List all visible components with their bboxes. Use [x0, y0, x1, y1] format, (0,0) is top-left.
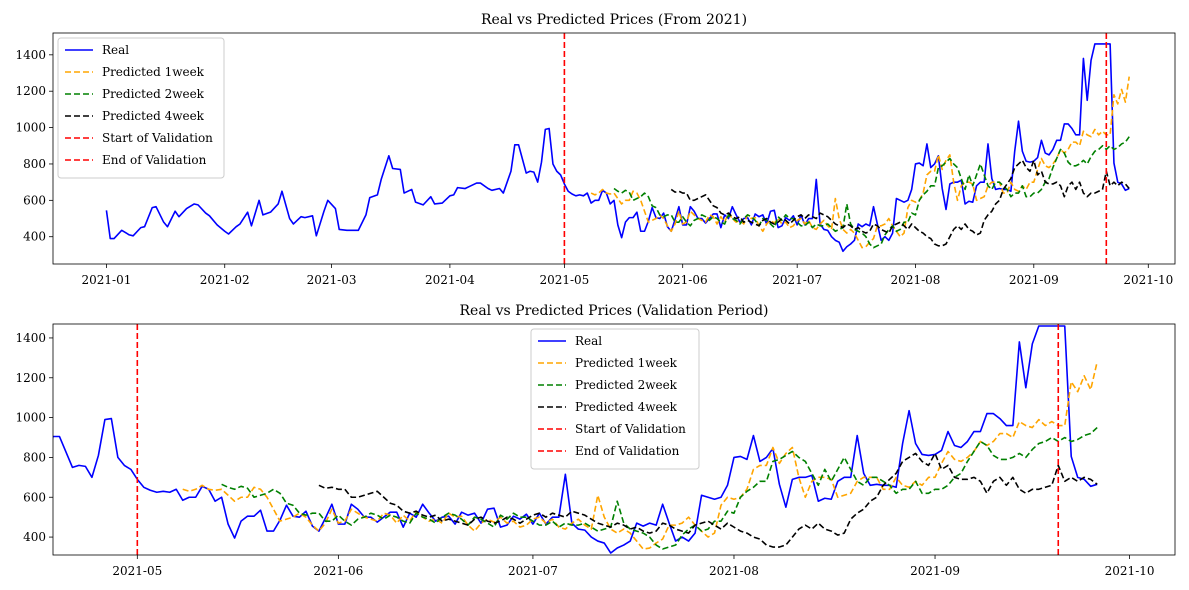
y-tick-label: 1200 [15, 371, 46, 385]
series-line-predicted-1week [590, 76, 1130, 249]
legend-label: Predicted 1week [575, 356, 678, 370]
y-tick-label: 1000 [15, 411, 46, 425]
x-tick-label: 2021-07 [772, 273, 822, 287]
series-line-predicted-2week [221, 426, 1098, 550]
x-tick-label: 2021-07 [508, 564, 558, 578]
series-line-predicted-2week [613, 136, 1130, 249]
series-line-real [53, 325, 1098, 554]
y-tick-label: 400 [23, 230, 46, 244]
x-tick-label: 2021-03 [307, 273, 357, 287]
chart-title: Real vs Predicted Prices (From 2021) [481, 12, 747, 28]
y-tick-label: 800 [23, 450, 46, 464]
chart-title: Real vs Predicted Prices (Validation Per… [460, 303, 769, 319]
axes-frame [52, 32, 1176, 265]
y-tick-label: 600 [23, 193, 46, 207]
series-line-real [105, 43, 1130, 253]
legend-label: Predicted 2week [575, 378, 678, 392]
legend-label: Start of Validation [102, 131, 213, 145]
x-tick-label: 2021-09 [1009, 273, 1059, 287]
y-tick-label: 600 [23, 490, 46, 504]
legend-label: Predicted 2week [102, 87, 205, 101]
y-tick-label: 1400 [15, 48, 46, 62]
y-tick-label: 1000 [15, 121, 46, 135]
x-tick-label: 2021-09 [910, 564, 960, 578]
x-tick-label: 2021-10 [1123, 273, 1173, 287]
legend-box [530, 328, 700, 470]
legend-label: Predicted 1week [102, 65, 205, 79]
axes-frame [52, 323, 1176, 556]
legend-label: End of Validation [102, 153, 207, 167]
x-tick-label: 2021-08 [891, 273, 941, 287]
x-tick-label: 2021-05 [112, 564, 162, 578]
plot-area [53, 324, 1098, 555]
y-tick-label: 400 [23, 530, 46, 544]
x-tick-label: 2021-05 [539, 273, 589, 287]
legend-label: End of Validation [575, 444, 680, 458]
y-tick-label: 1400 [15, 331, 46, 345]
series-line-predicted-4week [318, 452, 1098, 548]
legend-label: Real [102, 43, 129, 57]
x-tick-label: 2021-02 [200, 273, 250, 287]
legend-label: Start of Validation [575, 422, 686, 436]
legend-label: Predicted 4week [102, 109, 205, 123]
legend-label: Real [575, 334, 602, 348]
y-tick-label: 1200 [15, 84, 46, 98]
legend-box [57, 37, 225, 179]
panel-1: Real vs Predicted Prices (From 2021) 400 6… [15, 12, 1176, 287]
x-tick-label: 2021-01 [81, 273, 131, 287]
x-tick-label: 2021-08 [709, 564, 759, 578]
legend: Real Predicted 1week Predicted 2week Predic… [530, 328, 700, 470]
x-tick-label: 2021-04 [425, 273, 475, 287]
panel-2: Real vs Predicted Prices (Validation Per… [15, 303, 1176, 578]
y-tick-label: 800 [23, 157, 46, 171]
x-tick-label: 2021-06 [658, 273, 708, 287]
legend-label: Predicted 4week [575, 400, 678, 414]
x-tick-label: 2021-10 [1105, 564, 1155, 578]
series-line-predicted-1week [182, 361, 1098, 550]
series-line-predicted-4week [670, 159, 1130, 247]
plot-area [105, 33, 1130, 264]
x-tick-label: 2021-06 [313, 564, 363, 578]
legend: Real Predicted 1week Predicted 2week Predic… [57, 37, 225, 179]
